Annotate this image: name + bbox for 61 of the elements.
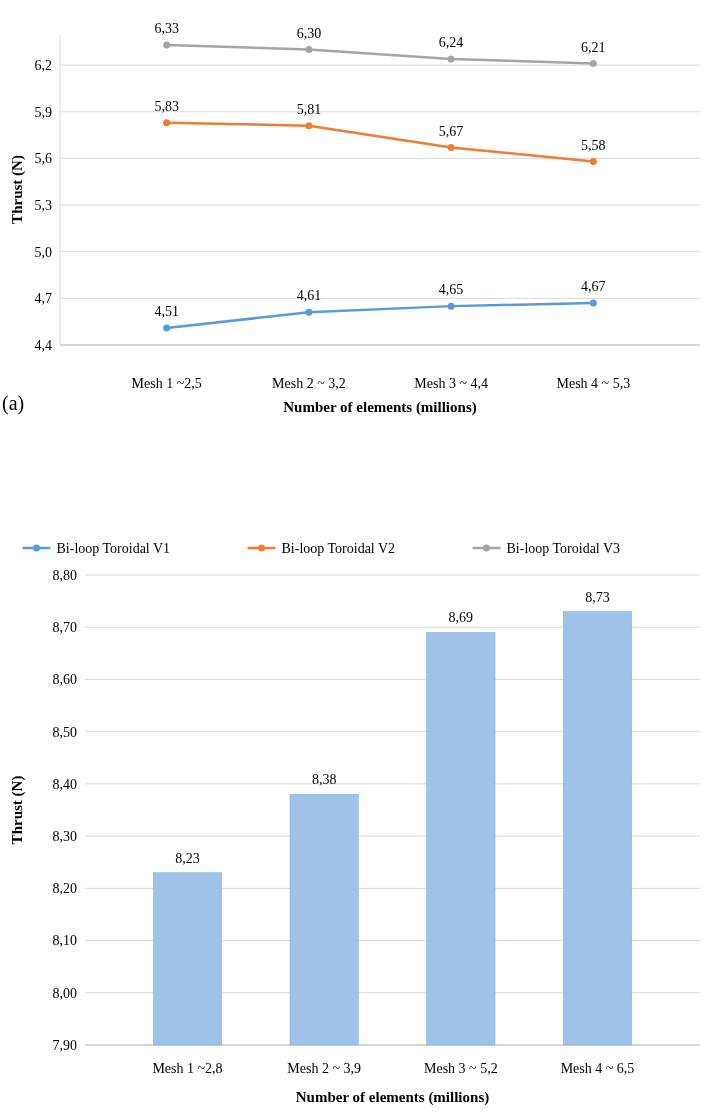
data-label: 6,21	[581, 39, 606, 55]
data-label: 4,51	[154, 303, 179, 319]
y-tick-label: 8,80	[52, 567, 77, 583]
x-tick-label: Mesh 4 ~ 6,5	[560, 1061, 635, 1076]
data-label: 8,38	[311, 772, 337, 788]
point	[447, 55, 455, 63]
point	[163, 324, 171, 332]
text: (a)	[2, 392, 25, 415]
x-tick-label: Mesh 4 ~ 5,3	[556, 376, 631, 391]
data-label: 8,69	[448, 610, 474, 626]
data-label: 4,61	[296, 288, 322, 304]
y-tick-label: 5,0	[34, 244, 52, 260]
legend-label: Bi-loop Toroidal V3	[506, 540, 621, 556]
y-tick-label: 8,00	[52, 985, 77, 1001]
y-tick-label: 8,10	[52, 933, 77, 949]
data-label: 6,33	[154, 20, 179, 36]
y-tick-label: 8,50	[52, 724, 77, 740]
y-tick-label: 8,70	[52, 620, 77, 636]
y-tick-label: 7,90	[52, 1037, 77, 1053]
x-tick-label: Mesh 2 ~ 3,9	[287, 1061, 362, 1076]
y-tick-label: 6,2	[34, 58, 52, 73]
data-label: 6,30	[296, 25, 322, 41]
x-tick-label: Mesh 3 ~ 4,4	[414, 376, 488, 391]
y-tick-label: 8,30	[52, 829, 77, 845]
data-label: 4,65	[438, 282, 464, 298]
data-label: 4,67	[581, 279, 606, 295]
y-tick-label: 5,3	[34, 197, 52, 213]
y-tick-label: 4,7	[34, 291, 52, 307]
data-label: 6,24	[438, 34, 464, 50]
point	[589, 158, 597, 166]
y-tick-label: 4,4	[34, 337, 52, 353]
x-tick-label: Mesh 2 ~ 3,2	[272, 376, 346, 391]
x-tick-label: Mesh 1 ~2,8	[152, 1061, 223, 1076]
data-label: 8,23	[175, 850, 200, 866]
point	[589, 60, 597, 68]
y-tick-label: 5,6	[34, 151, 52, 167]
point	[305, 122, 313, 130]
x-tick-label: Mesh 1 ~2,5	[131, 376, 202, 391]
legend-label: Bi-loop Toroidal V1	[56, 540, 171, 556]
point	[163, 119, 171, 127]
y-tick-label: 8,20	[52, 881, 77, 897]
data-label: 8,73	[585, 589, 610, 605]
data-label: 5,83	[154, 98, 179, 114]
point	[589, 299, 597, 307]
point	[163, 41, 171, 49]
point	[447, 302, 455, 310]
data-label: 5,58	[581, 137, 606, 153]
x-axis-title: Number of elements (millions)	[295, 1089, 490, 1106]
point	[447, 144, 455, 152]
x-tick-label: Mesh 3 ~ 5,2	[423, 1061, 498, 1076]
point	[305, 308, 313, 316]
legend-label: Bi-loop Toroidal V2	[281, 540, 396, 556]
y-tick-label: 8,40	[52, 776, 77, 792]
x-axis-title: Number of elements (millions)	[283, 399, 477, 416]
y-tick-label: 8,60	[52, 672, 77, 688]
y-axis-title: Thrust (N)	[9, 775, 26, 845]
data-label: 5,67	[438, 123, 464, 139]
point	[305, 46, 313, 54]
y-tick-label: 5,9	[34, 104, 52, 120]
y-axis-title: Thrust (N)	[9, 155, 26, 224]
data-label: 5,81	[296, 101, 322, 117]
